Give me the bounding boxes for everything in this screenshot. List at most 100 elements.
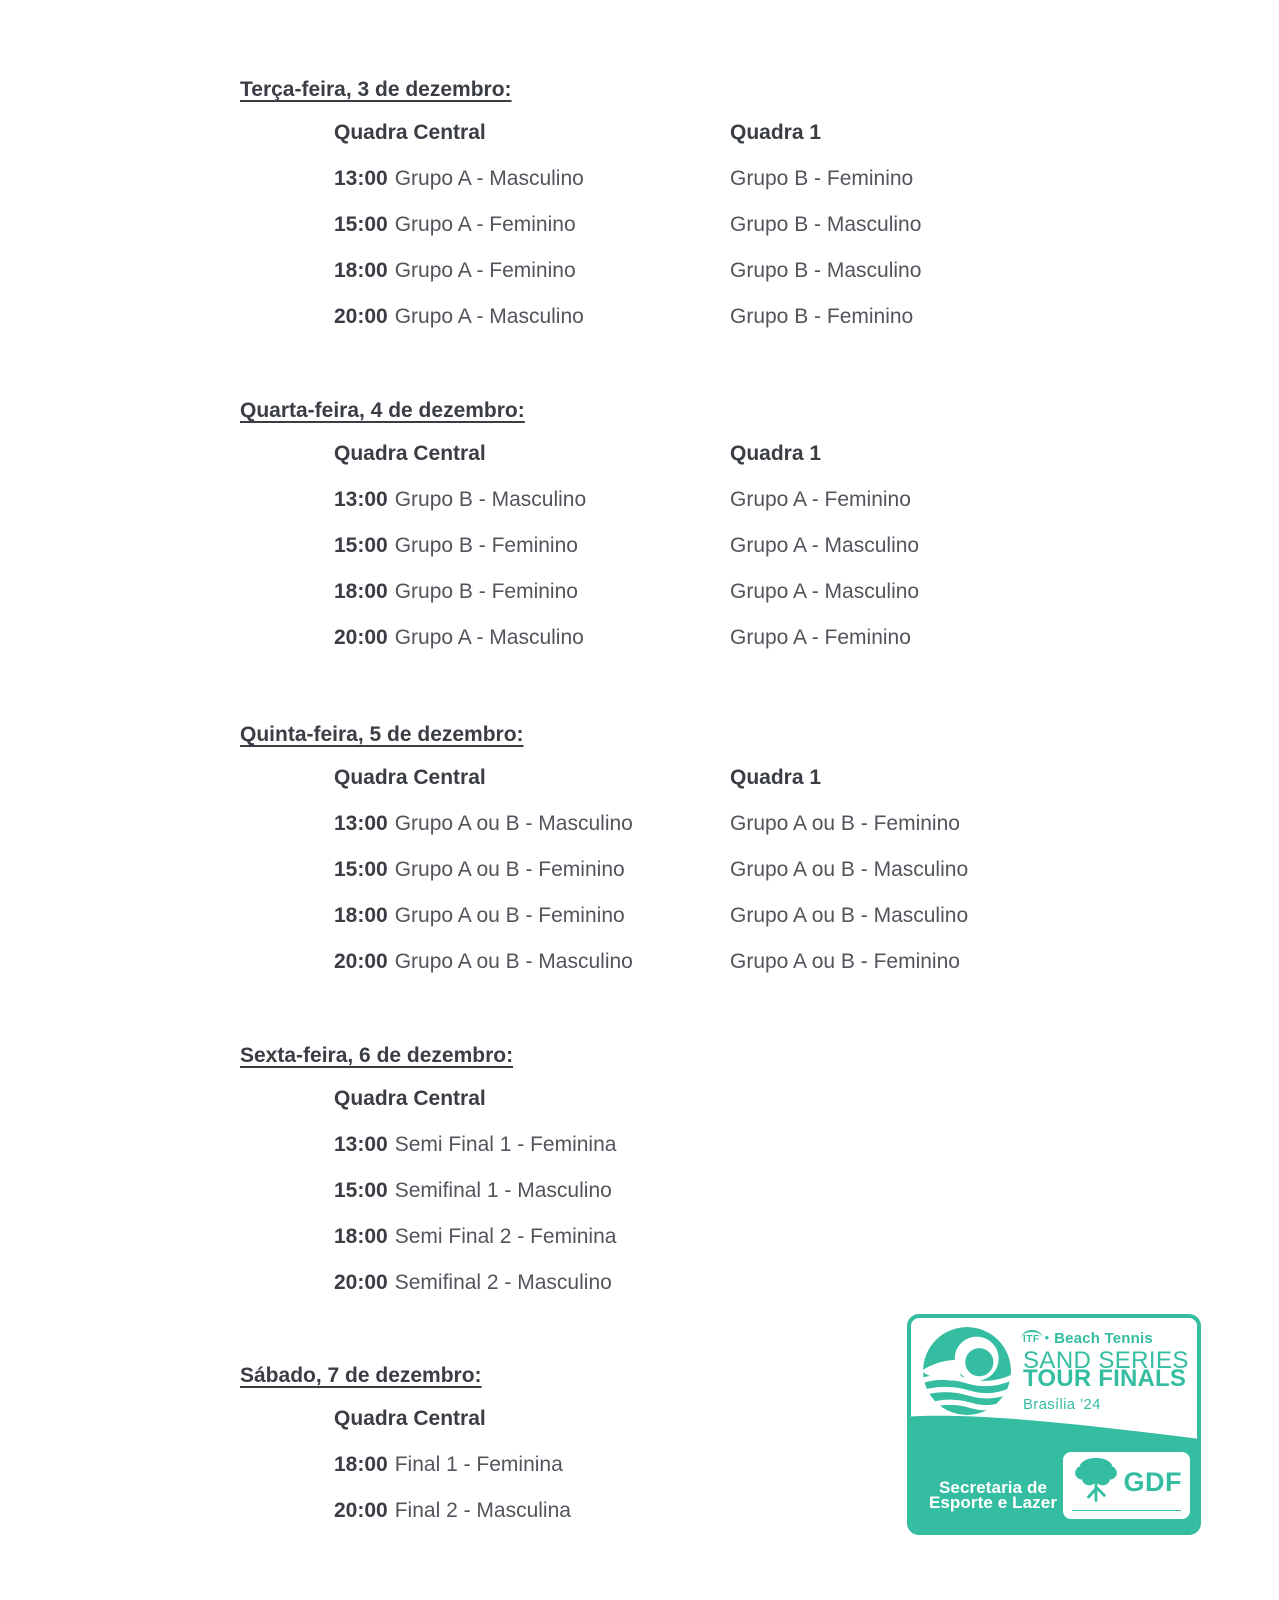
schedule-section-wednesday: Quarta-feira, 4 de dezembro: Quadra Cent… [240,397,919,652]
match-time: 20:00 [334,1271,388,1294]
match-time: 13:00 [334,1133,388,1156]
match-central: Grupo A - Masculino [394,626,584,649]
match-court1: Grupo A ou B - Feminino [730,812,960,835]
match-central: Grupo B - Feminino [394,580,578,603]
match-central: Grupo A - Masculino [394,305,584,328]
separator-dot-icon: • [1044,1330,1050,1345]
schedule-section-friday: Sexta-feira, 6 de dezembro: Quadra Centr… [240,1042,616,1297]
match-time: 18:00 [334,1453,388,1476]
match-row: 18:00 Grupo B - Feminino Grupo A - Mascul… [334,578,919,606]
day-header: Sábado, 7 de dezembro: [240,1364,482,1387]
match-row: 20:00 Grupo A ou B - Masculino Grupo A ou… [334,948,960,976]
match-court1: Grupo A ou B - Masculino [730,904,969,927]
logo-wordmark: ITF • Beach Tennis SAND SERIES TOUR FINA… [1021,1329,1189,1413]
match-row: 20:00 Semifinal 2 - Masculino [334,1269,616,1297]
title-sand-series: SAND SERIES [1023,1347,1189,1374]
match-court1: Grupo A - Masculino [730,534,920,557]
match-court1: Grupo A - Masculino [730,580,920,603]
court-central-header: Quadra Central [334,766,486,789]
match-row: 18:00 Grupo A ou B - Feminino Grupo A ou … [334,902,968,930]
day-header: Quinta-feira, 5 de dezembro: [240,723,524,746]
section-rows: Quadra Central Quadra 1 13:00 Grupo A ou … [334,764,968,976]
tree-icon [1075,1457,1117,1502]
gdf-logo: GDF [1063,1452,1190,1519]
schedule-section-tuesday: Terça-feira, 3 de dezembro: Quadra Centr… [240,76,921,331]
match-court1: Grupo B - Feminino [730,305,914,328]
match-time: 15:00 [334,1179,388,1202]
match-central: Semifinal 2 - Masculino [394,1271,612,1294]
gdf-label: GDF [1123,1467,1182,1497]
match-court1: Grupo B - Feminino [730,167,914,190]
court-central-header: Quadra Central [334,1407,486,1430]
match-central: Grupo A ou B - Feminino [394,858,625,881]
match-central: Semi Final 2 - Feminina [394,1225,617,1248]
match-court1: Grupo B - Masculino [730,259,922,282]
wave-circle-icon [923,1327,1011,1415]
match-row: 15:00 Grupo A - Feminino Grupo B - Mascul… [334,211,921,239]
section-rows: Quadra Central 18:00 Final 1 - Feminina 2… [334,1405,571,1525]
match-time: 18:00 [334,259,388,282]
title-tour-finals: TOUR FINALS [1023,1365,1187,1392]
match-row: 15:00 Semifinal 1 - Masculino [334,1177,616,1205]
match-time: 18:00 [334,904,388,927]
match-time: 20:00 [334,950,388,973]
match-central: Grupo B - Masculino [394,488,587,511]
day-header: Quarta-feira, 4 de dezembro: [240,399,525,422]
section-rows: Quadra Central Quadra 1 13:00 Grupo B - M… [334,440,919,652]
secretaria-esporte-lazer-label: Secretaria de Esporte e Lazer [913,1478,1073,1512]
schedule-section-thursday: Quinta-feira, 5 de dezembro: Quadra Cent… [240,721,968,976]
match-central: Grupo B - Feminino [394,534,578,557]
match-central: Grupo A ou B - Masculino [394,950,633,973]
match-time: 18:00 [334,1225,388,1248]
match-row: 13:00 Grupo A - Masculino Grupo B - Femin… [334,165,913,193]
match-row: 18:00 Grupo A - Feminino Grupo B - Mascul… [334,257,921,285]
match-time: 15:00 [334,534,388,557]
tournament-logo-card: ITF • Beach Tennis SAND SERIES TOUR FINA… [907,1314,1201,1535]
match-court1: Grupo A ou B - Feminino [730,950,960,973]
match-time: 13:00 [334,812,388,835]
match-court1: Grupo A - Feminino [730,626,911,649]
court-central-header: Quadra Central [334,1087,486,1110]
match-row: 18:00 Semi Final 2 - Feminina [334,1223,616,1251]
court-1-header: Quadra 1 [730,766,822,789]
court-header-row: Quadra Central [334,1085,616,1113]
match-central: Grupo A - Feminino [394,259,576,282]
match-time: 15:00 [334,858,388,881]
match-time: 20:00 [334,1499,388,1522]
match-row: 13:00 Grupo A ou B - Masculino Grupo A ou… [334,810,960,838]
match-row: 20:00 Final 2 - Masculina [334,1497,571,1525]
section-rows: Quadra Central Quadra 1 13:00 Grupo A - M… [334,119,921,331]
day-header: Terça-feira, 3 de dezembro: [240,78,512,101]
match-row: 20:00 Grupo A - Masculino Grupo A - Femin… [334,624,911,652]
match-row: 13:00 Grupo B - Masculino Grupo A - Femin… [334,486,911,514]
court-central-header: Quadra Central [334,442,486,465]
match-court1: Grupo A ou B - Masculino [730,858,969,881]
court-1-header: Quadra 1 [730,442,822,465]
match-central: Grupo A - Masculino [394,167,584,190]
secretaria-line-1: Secretaria de [938,1478,1048,1497]
secretaria-line-2: Esporte e Lazer [928,1493,1058,1512]
court-header-row: Quadra Central [334,1405,571,1433]
day-header: Sexta-feira, 6 de dezembro: [240,1044,514,1067]
match-central: Final 2 - Masculina [394,1499,571,1522]
match-court1: Grupo B - Masculino [730,213,922,236]
match-central: Final 1 - Feminina [394,1453,563,1476]
match-time: 13:00 [334,167,388,190]
match-court1: Grupo A - Feminino [730,488,911,511]
match-row: 15:00 Grupo B - Feminino Grupo A - Mascul… [334,532,919,560]
court-header-row: Quadra Central Quadra 1 [334,119,821,147]
match-time: 20:00 [334,626,388,649]
beach-tennis-label: Beach Tennis [1054,1329,1153,1347]
match-central: Grupo A - Feminino [394,213,576,236]
section-rows: Quadra Central 13:00 Semi Final 1 - Femin… [334,1085,616,1297]
match-row: 13:00 Semi Final 1 - Feminina [334,1131,616,1159]
match-time: 13:00 [334,488,388,511]
court-1-header: Quadra 1 [730,121,822,144]
match-central: Grupo A ou B - Masculino [394,812,633,835]
itf-beach-tennis-line: ITF • Beach Tennis [1021,1329,1189,1347]
match-row: 18:00 Final 1 - Feminina [334,1451,571,1479]
match-central: Grupo A ou B - Feminino [394,904,625,927]
match-row: 20:00 Grupo A - Masculino Grupo B - Femin… [334,303,913,331]
match-time: 15:00 [334,213,388,236]
match-row: 15:00 Grupo A ou B - Feminino Grupo A ou … [334,856,968,884]
